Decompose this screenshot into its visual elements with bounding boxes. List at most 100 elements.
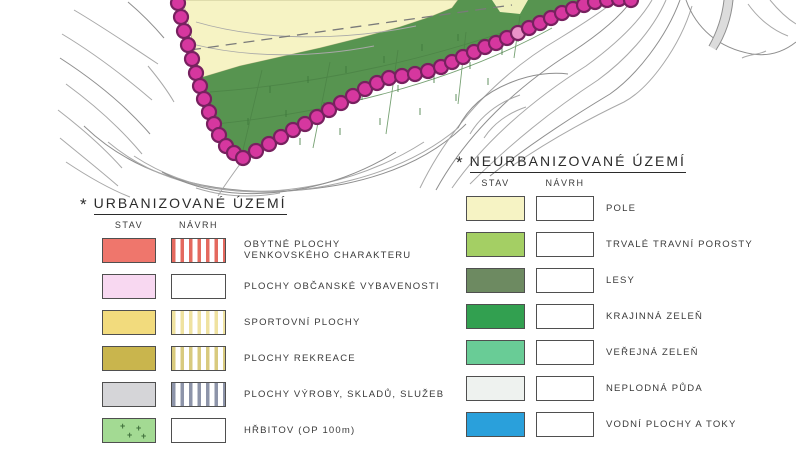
legend-nonurbanized-title: NEURBANIZOVANÉ ÚZEMÍ (469, 154, 686, 173)
legend-urbanized-columns: STAV NÁVRH (80, 220, 480, 230)
swatch-stav (102, 345, 156, 371)
dashed-boundary-line (189, 4, 513, 51)
plan-map (0, 0, 796, 200)
legend-urbanized-rows: OBYTNÉ PLOCHY VENKOVSKÉHO CHARAKTERU PLO… (80, 232, 480, 448)
legend-row: TRVALÉ TRAVNÍ POROSTY (456, 226, 796, 262)
swatch-navrh (536, 303, 594, 329)
boundary-marker (234, 149, 252, 167)
legend-row: OBYTNÉ PLOCHY VENKOVSKÉHO CHARAKTERU (80, 232, 480, 268)
legend-urbanized-header: * URBANIZOVANÉ ÚZEMÍ (80, 196, 480, 215)
legend-row: PLOCHY OBČANSKÉ VYBAVENOSTI (80, 268, 480, 304)
boundary-marker (610, 0, 628, 8)
swatch-navrh (536, 231, 594, 257)
legend-urbanized-title: URBANIZOVANÉ ÚZEMÍ (93, 196, 287, 215)
boundary-marker (272, 128, 290, 146)
legend-nonurbanized-header: * NEURBANIZOVANÉ ÚZEMÍ (456, 154, 796, 173)
column-label-stav: STAV (481, 178, 510, 188)
plan-map-canvas (57, 0, 796, 198)
swatch-navrh (171, 417, 226, 443)
legend-row-label: OBYTNÉ PLOCHY VENKOVSKÉHO CHARAKTERU (244, 239, 412, 261)
boundary-marker (191, 77, 209, 95)
boundary-marker (169, 0, 187, 12)
boundary-marker (308, 108, 326, 126)
boundary-marker (296, 115, 314, 133)
boundary-marker (175, 22, 193, 40)
legend-row-label: TRVALÉ TRAVNÍ POROSTY (606, 238, 753, 250)
boundary-marker (187, 64, 205, 82)
boundary-marker (320, 101, 338, 119)
swatch-navrh (536, 339, 594, 365)
swatch-stav (102, 273, 156, 299)
boundary-markers (169, 0, 640, 167)
legend-row: KRAJINNÁ ZELEŇ (456, 298, 796, 334)
swatch-navrh (536, 411, 594, 437)
boundary-marker (622, 0, 640, 9)
contour-lines-topright (685, 0, 796, 59)
swatch-stav (102, 309, 156, 335)
legend-row-label: SPORTOVNÍ PLOCHY (244, 316, 361, 328)
boundary-marker (195, 90, 213, 108)
column-label-navrh: NÁVRH (178, 220, 218, 230)
legend-row-label: VEŘEJNÁ ZELEŇ (606, 346, 699, 358)
boundary-marker (332, 94, 350, 112)
swatch-stav (466, 231, 525, 257)
swatch-stav-cemetery: + + + + (102, 417, 156, 443)
boundary-marker (598, 0, 616, 9)
swatch-stav (102, 237, 156, 263)
asterisk-bullet-icon: * (456, 153, 463, 172)
legend-row: PLOCHY REKREACE (80, 340, 480, 376)
swatch-navrh (171, 273, 226, 299)
swatch-navrh (171, 345, 226, 371)
boundary-marker (260, 135, 278, 153)
swatch-navrh (171, 237, 226, 263)
road (708, 0, 734, 51)
swatch-navrh (171, 381, 226, 407)
swatch-navrh (536, 267, 594, 293)
swatch-navrh (171, 309, 226, 335)
boundary-marker (380, 69, 398, 87)
field-patch (492, 0, 528, 14)
swatch-stav (466, 339, 525, 365)
legend-row: PLOCHY VÝROBY, SKLADŮ, SLUŽEB (80, 376, 480, 412)
legend-row-label: LESY (606, 274, 636, 286)
swatch-stav (466, 411, 525, 437)
contour-lines-field (191, 21, 417, 56)
swatch-stav (466, 267, 525, 293)
boundary-marker (183, 50, 201, 68)
legend-row-label: VODNÍ PLOCHY A TOKY (606, 418, 737, 430)
legend-row: + + + + HŘBITOV (OP 100m) (80, 412, 480, 448)
boundary-marker (406, 65, 424, 83)
legend-row: SPORTOVNÍ PLOCHY (80, 304, 480, 340)
legend-row: VODNÍ PLOCHY A TOKY (456, 406, 796, 442)
column-label-navrh: NÁVRH (545, 178, 585, 188)
legend-row-label: PLOCHY REKREACE (244, 352, 356, 364)
legend-row: NEPLODNÁ PŮDA (456, 370, 796, 406)
contour-lines-left (57, 1, 175, 198)
swatch-stav (102, 381, 156, 407)
boundary-marker (419, 62, 437, 80)
swatch-navrh (536, 195, 594, 221)
legend-row: POLE (456, 190, 796, 226)
swatch-stav (466, 303, 525, 329)
boundary-marker (179, 36, 197, 54)
asterisk-bullet-icon: * (80, 195, 87, 214)
legend-row-label: HŘBITOV (OP 100m) (244, 424, 356, 436)
column-label-stav: STAV (114, 220, 144, 230)
swatch-stav (466, 195, 525, 221)
legend-nonurbanized-columns: STAV NÁVRH (456, 178, 796, 188)
swatch-stav (466, 375, 525, 401)
boundary-marker (247, 142, 265, 160)
legend-nonurbanized-rows: POLE TRVALÉ TRAVNÍ POROSTY LESY KRAJINNÁ… (456, 190, 796, 442)
legend-row-label: PLOCHY VÝROBY, SKLADŮ, SLUŽEB (244, 388, 445, 400)
contour-lines-below (83, 123, 467, 197)
boundary-marker (393, 67, 411, 85)
boundary-marker (172, 8, 190, 26)
legend-row: LESY (456, 262, 796, 298)
legend-nonurbanized: * NEURBANIZOVANÉ ÚZEMÍ STAV NÁVRH POLE T… (456, 154, 796, 442)
boundary-marker (344, 87, 362, 105)
swatch-navrh (536, 375, 594, 401)
legend-row-label: NEPLODNÁ PŮDA (606, 382, 703, 394)
legend-urbanized: * URBANIZOVANÉ ÚZEMÍ STAV NÁVRH OBYTNÉ P… (80, 196, 480, 448)
legend-row: VEŘEJNÁ ZELEŇ (456, 334, 796, 370)
